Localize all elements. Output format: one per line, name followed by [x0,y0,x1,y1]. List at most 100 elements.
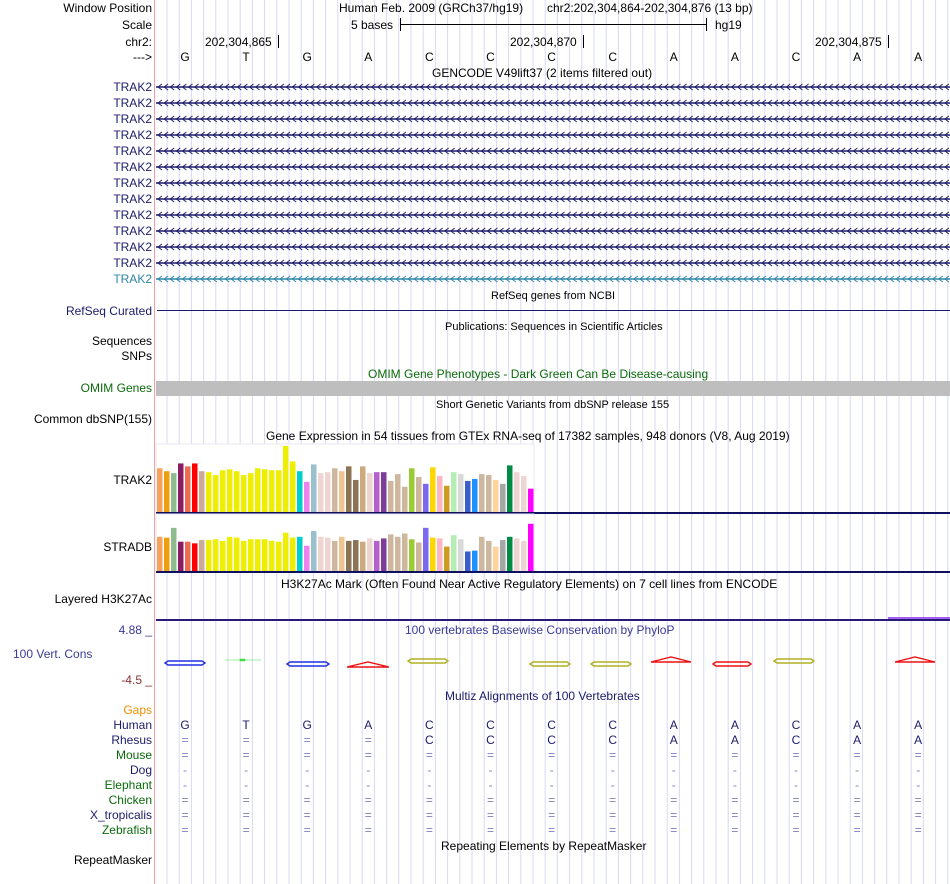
repeatmasker-label[interactable]: RepeatMasker [73,853,152,867]
publications-label-snps[interactable]: SNPs [121,349,152,363]
strand-arrow-icon [529,131,535,139]
gencode-item-label[interactable]: TRAK2 [113,96,152,110]
refseq-label[interactable]: RefSeq Curated [65,304,152,318]
gencode-item-label[interactable]: TRAK2 [113,192,152,206]
publications-title[interactable]: Publications: Sequences in Scientific Ar… [445,321,663,333]
gencode-item-label[interactable]: TRAK2 [113,144,152,158]
strand-arrow-icon [852,259,858,267]
multiz-species-label[interactable]: Zebrafish [101,823,152,837]
gencode-item-label[interactable]: TRAK2 [113,256,152,270]
multiz-title[interactable]: Multiz Alignments of 100 Vertebrates [445,689,640,703]
strand-arrow-icon [260,147,266,155]
gencode-item-label[interactable]: TRAK2 [113,128,152,142]
gtex-title[interactable]: Gene Expression in 54 tissues from GTEx … [266,429,790,443]
multiz-species-label[interactable]: X_tropicalis [89,808,152,822]
strand-arrow-icon [175,163,181,171]
multiz-alignment-cell: - [732,763,737,777]
h3k27ac-title[interactable]: H3K27Ac Mark (Often Found Near Active Re… [281,577,778,591]
strand-arrow-icon [504,259,510,267]
gencode-transcript[interactable] [156,274,950,284]
strand-arrow-icon [657,163,663,171]
strand-arrow-icon [779,275,785,283]
strand-arrow-icon [468,147,474,155]
gencode-transcript[interactable] [156,178,950,188]
gencode-transcript[interactable] [156,82,950,92]
omim-title[interactable]: OMIM Gene Phenotypes - Dark Green Can Be… [368,367,709,381]
gencode-transcript[interactable] [156,146,950,156]
strand-arrow-icon [901,259,907,267]
gtex-gene-trak2[interactable]: TRAK2 [113,473,152,487]
strand-arrow-icon [718,179,724,187]
strand-arrow-icon [169,195,175,203]
strand-arrow-icon [511,227,517,235]
gtex-gene-stradb[interactable]: STRADB [103,540,152,554]
strand-arrow-icon [212,259,218,267]
refseq-title[interactable]: RefSeq genes from NCBI [491,290,616,302]
strand-arrow-icon [590,115,596,123]
gencode-item-label[interactable]: TRAK2 [113,176,152,190]
dbsnp-label[interactable]: Common dbSNP(155) [33,412,152,426]
gencode-item-label[interactable]: TRAK2 [113,112,152,126]
strand-arrow-icon [163,99,169,107]
strand-arrow-icon [474,131,480,139]
strand-arrow-icon [334,211,340,219]
multiz-species-label[interactable]: Dog [129,763,152,777]
gencode-item-label[interactable]: TRAK2 [113,272,152,286]
gencode-title[interactable]: GENCODE V49lift37 (2 items filtered out) [432,66,653,80]
refseq-line[interactable] [157,310,950,311]
gencode-item-label[interactable]: TRAK2 [113,224,152,238]
strand-arrow-icon [840,99,846,107]
position-text[interactable]: chr2:202,304,864-202,304,876 (13 bp) [547,1,753,15]
gencode-transcript[interactable] [156,162,950,172]
strand-arrow-icon [291,131,297,139]
strand-arrow-icon [498,195,504,203]
gencode-item-label[interactable]: TRAK2 [113,208,152,222]
gencode-item-label[interactable]: TRAK2 [113,160,152,174]
gencode-transcript[interactable] [156,210,950,220]
gencode-item-label[interactable]: TRAK2 [113,80,152,94]
gencode-transcript[interactable] [156,194,950,204]
multiz-species-label[interactable]: Mouse [115,748,152,762]
repeatmasker-title[interactable]: Repeating Elements by RepeatMasker [441,839,647,853]
strand-arrow-icon [590,243,596,251]
strand-arrow-icon [260,259,266,267]
phylop-title[interactable]: 100 vertebrates Basewise Conservation by… [405,623,675,637]
gencode-transcript[interactable] [156,242,950,252]
gencode-transcript[interactable] [156,98,950,108]
multiz-alignment-cell: = [548,793,556,807]
multiz-alignment-cell: C [425,718,434,732]
strand-arrow-icon [846,131,852,139]
omim-bar[interactable] [156,381,950,396]
gencode-item-label[interactable]: TRAK2 [113,240,152,254]
strand-arrow-icon [626,99,632,107]
multiz-species-label[interactable]: Chicken [108,793,152,807]
multiz-species-label[interactable]: Human [113,718,152,732]
strand-arrow-icon [517,275,523,283]
strand-arrow-icon [242,179,248,187]
strand-arrow-icon [663,243,669,251]
strand-arrow-icon [785,211,791,219]
multiz-species-label[interactable]: Rhesus [111,733,152,747]
h3k27ac-label[interactable]: Layered H3K27Ac [54,592,152,606]
omim-label[interactable]: OMIM Genes [80,381,152,395]
gencode-transcript[interactable] [156,114,950,124]
strand-arrow-icon [657,179,663,187]
strand-arrow-icon [218,243,224,251]
strand-arrow-icon [370,99,376,107]
strand-arrow-icon [687,179,693,187]
gencode-transcript[interactable] [156,258,950,268]
strand-arrow-icon [389,243,395,251]
multiz-species-label[interactable]: Elephant [104,778,152,792]
strand-arrow-icon [913,211,919,219]
strand-arrow-icon [681,83,687,91]
strand-arrow-icon [511,131,517,139]
dbsnp-title[interactable]: Short Genetic Variants from dbSNP releas… [436,399,670,411]
strand-arrow-icon [706,131,712,139]
gencode-transcript[interactable] [156,130,950,140]
strand-arrow-icon [700,163,706,171]
multiz-alignment-cell: = [242,823,250,837]
publications-label-sequences[interactable]: Sequences [91,334,152,348]
phylop-label[interactable]: 100 Vert. Cons [13,647,93,661]
strand-arrow-icon [572,275,578,283]
gencode-transcript[interactable] [156,226,950,236]
